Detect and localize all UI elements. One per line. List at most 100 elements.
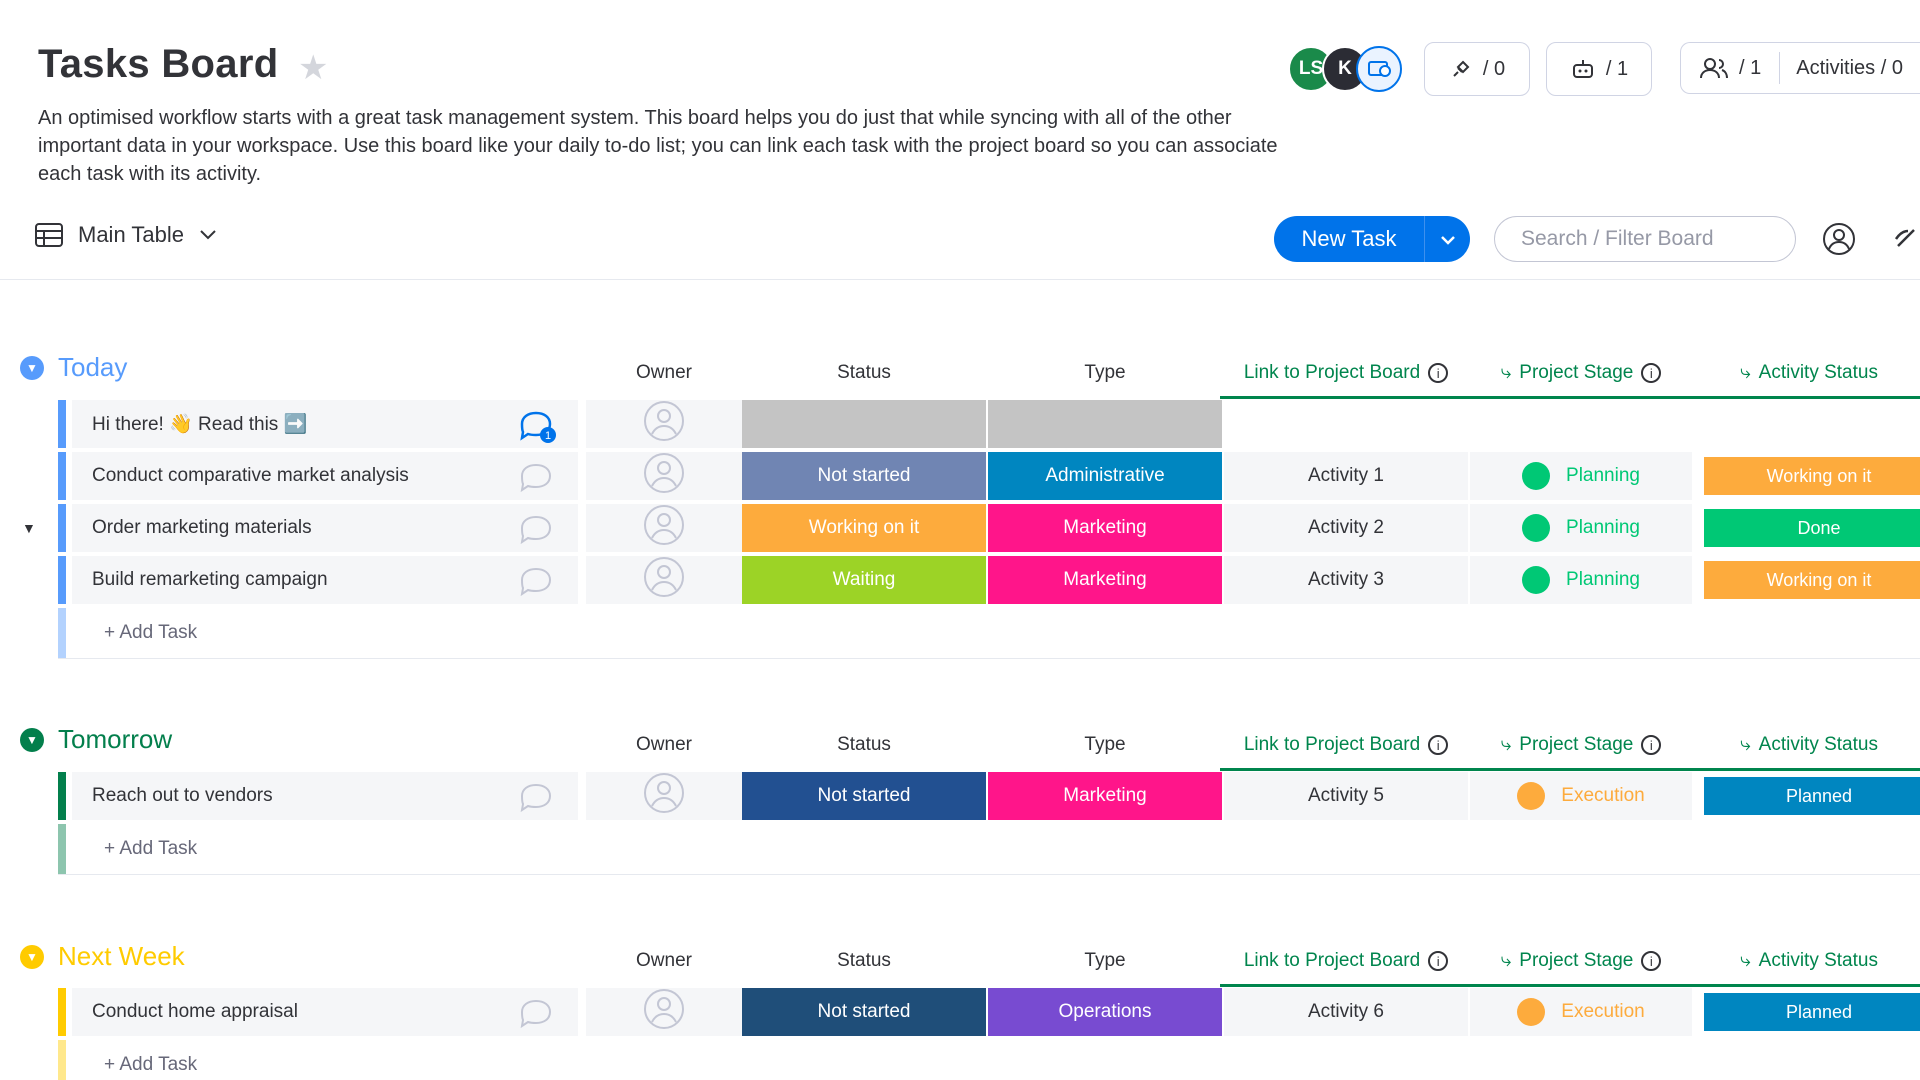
status-cell[interactable] — [742, 400, 986, 448]
owner-cell[interactable] — [586, 400, 742, 448]
column-header-owner[interactable]: Owner — [636, 362, 692, 383]
info-icon[interactable]: i — [1641, 951, 1662, 971]
add-task-row[interactable]: + Add Task — [58, 824, 1920, 875]
updates-icon[interactable]: 1 — [518, 410, 558, 450]
info-icon[interactable]: i — [1428, 951, 1449, 971]
hide-columns-icon[interactable] — [1894, 224, 1920, 259]
activity-status-pill[interactable]: Planned — [1704, 993, 1920, 1031]
chevron-down-icon[interactable] — [198, 228, 218, 242]
person-icon[interactable] — [643, 452, 685, 500]
column-header-status[interactable]: Status — [837, 362, 891, 383]
info-icon[interactable]: i — [1641, 363, 1662, 383]
guest-avatar-icon[interactable] — [1356, 46, 1402, 92]
task-name[interactable]: Conduct home appraisal — [92, 1001, 298, 1022]
view-selector[interactable]: Main Table — [34, 222, 218, 248]
table-row[interactable]: Build remarketing campaign Waiting Marke… — [58, 556, 1920, 606]
type-cell[interactable]: Marketing — [988, 556, 1222, 604]
column-header-status[interactable]: Status — [837, 950, 891, 971]
activities-label[interactable]: Activities / 0 — [1796, 56, 1903, 79]
link-cell[interactable]: Activity 6 — [1224, 988, 1468, 1036]
task-name[interactable]: Build remarketing campaign — [92, 569, 328, 590]
type-cell[interactable]: Marketing — [988, 504, 1222, 552]
activity-status-cell[interactable]: Planned — [1704, 988, 1920, 1036]
column-header-activity[interactable]: ⤷ Activity Status — [1730, 950, 1920, 972]
add-update-icon[interactable] — [518, 566, 558, 606]
automations-button[interactable]: / 1 — [1546, 42, 1652, 96]
table-row[interactable]: Conduct comparative market analysis Not … — [58, 452, 1920, 502]
group-header-today[interactable]: ▼ Today — [20, 352, 127, 383]
column-header-stage[interactable]: ⤷ Project Stage i — [1470, 950, 1692, 972]
add-update-icon[interactable] — [518, 782, 558, 822]
task-name[interactable]: Order marketing materials — [92, 517, 312, 538]
activity-status-pill[interactable]: Working on it — [1704, 561, 1920, 599]
column-header-stage[interactable]: ⤷ Project Stage i — [1470, 362, 1692, 384]
new-task-label[interactable]: New Task — [1301, 226, 1397, 251]
activity-status-cell[interactable]: Working on it — [1704, 556, 1920, 604]
owner-cell[interactable] — [586, 452, 742, 500]
activity-status-pill[interactable]: Working on it — [1704, 457, 1920, 495]
link-cell[interactable]: Activity 5 — [1224, 772, 1468, 820]
stage-cell[interactable]: Planning — [1470, 452, 1692, 500]
task-name-cell[interactable]: Reach out to vendors — [72, 772, 578, 820]
add-task-input[interactable]: + Add Task — [104, 838, 198, 859]
info-icon[interactable]: i — [1428, 735, 1449, 755]
person-icon[interactable] — [643, 556, 685, 604]
person-icon[interactable] — [643, 400, 685, 448]
add-update-icon[interactable] — [518, 514, 558, 554]
type-cell[interactable]: Operations — [988, 988, 1222, 1036]
task-name-cell[interactable]: Build remarketing campaign — [72, 556, 578, 604]
add-update-icon[interactable] — [518, 462, 558, 502]
group-title[interactable]: Today — [58, 352, 128, 382]
integrations-button[interactable]: / 0 — [1424, 42, 1530, 96]
chevron-down-icon[interactable]: ▼ — [20, 944, 44, 969]
person-filter-icon[interactable] — [1822, 222, 1856, 261]
chevron-down-icon[interactable]: ▼ — [20, 727, 44, 752]
task-name-cell[interactable]: Conduct comparative market analysis — [72, 452, 578, 500]
info-icon[interactable]: i — [1641, 735, 1662, 755]
view-label[interactable]: Main Table — [78, 222, 184, 247]
task-name[interactable]: Hi there! 👋 Read this ➡️ — [92, 414, 308, 435]
board-title[interactable]: Tasks Board — [38, 42, 279, 86]
star-icon[interactable]: ★ — [298, 49, 329, 87]
add-task-row[interactable]: + Add Task — [58, 608, 1920, 659]
table-row[interactable]: Conduct home appraisal Not started Opera… — [58, 988, 1920, 1038]
search-input[interactable]: Search / Filter Board — [1494, 216, 1796, 262]
chevron-down-icon[interactable] — [1425, 226, 1470, 252]
group-title[interactable]: Tomorrow — [58, 724, 173, 754]
activity-status-pill[interactable]: Done — [1704, 509, 1920, 547]
column-header-link[interactable]: Link to Project Board i — [1224, 362, 1468, 384]
type-cell[interactable]: Administrative — [988, 452, 1222, 500]
link-cell[interactable]: Activity 1 — [1224, 452, 1468, 500]
row-expand-chevron-icon[interactable]: ▼ — [22, 520, 36, 536]
column-header-owner[interactable]: Owner — [636, 950, 692, 971]
members-icon[interactable] — [1699, 56, 1729, 80]
column-header-type[interactable]: Type — [1084, 950, 1126, 971]
group-title[interactable]: Next Week — [58, 941, 185, 971]
status-cell[interactable]: Not started — [742, 988, 986, 1036]
owner-cell[interactable] — [586, 988, 742, 1036]
activity-status-cell[interactable]: Planned — [1704, 772, 1920, 820]
stage-cell[interactable]: Execution — [1470, 988, 1692, 1036]
group-header-tomorrow[interactable]: ▼ Tomorrow — [20, 724, 172, 755]
task-name[interactable]: Conduct comparative market analysis — [92, 465, 409, 486]
stage-cell[interactable]: Planning — [1470, 556, 1692, 604]
person-icon[interactable] — [643, 988, 685, 1036]
activity-status-pill[interactable]: Planned — [1704, 777, 1920, 815]
stage-cell[interactable]: Planning — [1470, 504, 1692, 552]
group-header-next-week[interactable]: ▼ Next Week — [20, 941, 185, 972]
link-cell[interactable]: Activity 3 — [1224, 556, 1468, 604]
owner-cell[interactable] — [586, 504, 742, 552]
person-icon[interactable] — [643, 504, 685, 552]
info-icon[interactable]: i — [1428, 363, 1449, 383]
type-cell[interactable] — [988, 400, 1222, 448]
table-row[interactable]: Reach out to vendors Not started Marketi… — [58, 772, 1920, 822]
column-header-stage[interactable]: ⤷ Project Stage i — [1470, 734, 1692, 756]
task-name[interactable]: Reach out to vendors — [92, 785, 273, 806]
type-cell[interactable]: Marketing — [988, 772, 1222, 820]
task-name-cell[interactable]: Hi there! 👋 Read this ➡️ 1 — [72, 400, 578, 448]
person-icon[interactable] — [643, 772, 685, 820]
column-header-link[interactable]: Link to Project Board i — [1224, 950, 1468, 972]
column-header-type[interactable]: Type — [1084, 734, 1126, 755]
column-header-owner[interactable]: Owner — [636, 734, 692, 755]
link-cell[interactable]: Activity 2 — [1224, 504, 1468, 552]
